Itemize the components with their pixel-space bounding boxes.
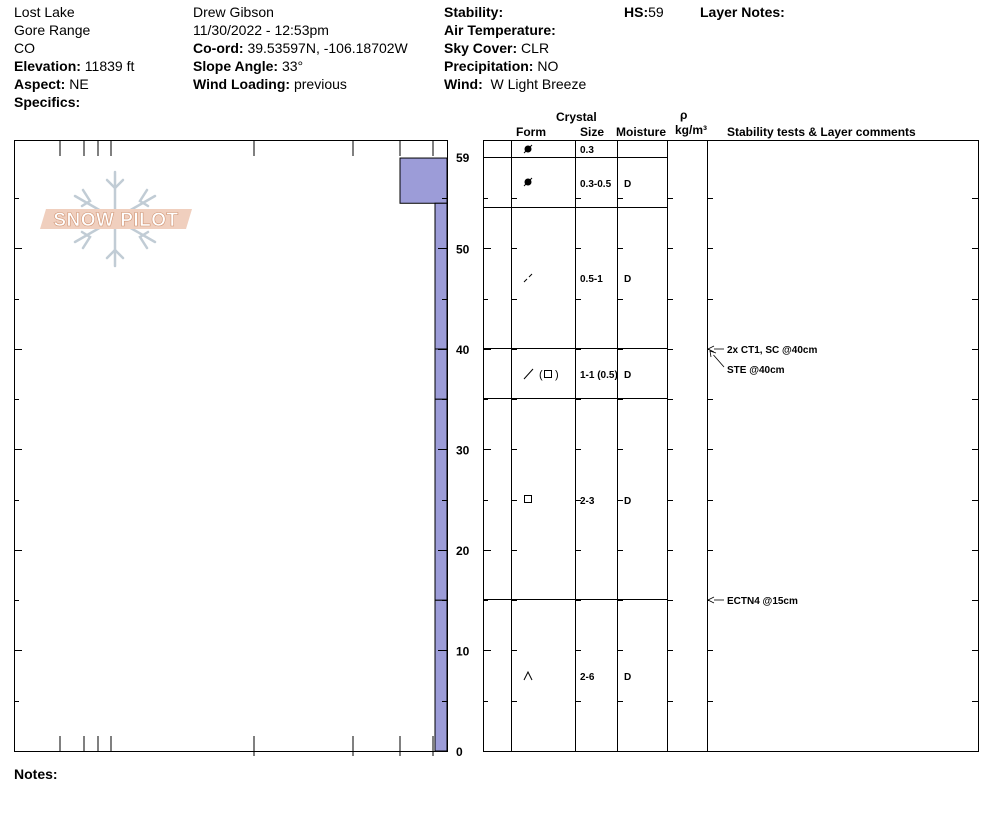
hardness-ticks — [59, 140, 434, 756]
aspect-value: NE — [69, 76, 89, 92]
stability-label: Stability: — [444, 4, 504, 20]
layer-moisture: D — [624, 274, 631, 285]
test-arrow — [707, 345, 724, 353]
air-temp-label: Air Temperature: — [444, 22, 556, 38]
depth-tick-label: 10 — [456, 644, 470, 658]
svg-text:): ) — [555, 369, 559, 381]
coordinates: Co-ord: 39.53597N, -106.18702W — [193, 39, 408, 57]
hs: HS:59 — [624, 3, 664, 21]
wind-loading-value: previous — [293, 76, 347, 92]
decomposing-faceted-icon: ( ) — [523, 368, 559, 381]
layer-size: 2-6 — [580, 672, 595, 683]
sky-cover: Sky Cover: CLR — [444, 39, 549, 57]
header-moisture: Moisture — [616, 125, 666, 139]
aspect: Aspect: NE — [14, 75, 89, 93]
depth-tick-label: 0 — [456, 745, 463, 759]
elevation: Elevation: 11839 ft — [14, 57, 134, 75]
coord-value: 39.53597N, -106.18702W — [247, 40, 408, 56]
hardness-bar — [434, 348, 448, 400]
location-name: Lost Lake — [14, 4, 75, 20]
stability: Stability: — [444, 3, 503, 21]
depth-tick-label: 20 — [456, 544, 470, 558]
layer-moisture: D — [624, 672, 631, 683]
depth-tick-label: 30 — [456, 443, 470, 457]
precip-label: Precipitation: — [444, 58, 534, 74]
layer-table-frame — [483, 140, 979, 752]
depth-tick-label: 50 — [456, 242, 470, 256]
layer-moisture: D — [624, 496, 631, 507]
header-comments: Stability tests & Layer comments — [727, 125, 916, 139]
layer-notes-label: Layer Notes: — [700, 4, 785, 20]
hardness-bar — [434, 599, 448, 752]
depth-hoar-icon — [523, 670, 533, 681]
wind-value: W Light Breeze — [490, 76, 587, 92]
slope-value: 33° — [281, 58, 304, 74]
air-temperature: Air Temperature: — [444, 21, 556, 39]
layer-moisture: D — [624, 179, 631, 190]
depth-axis: 0 10 20 30 40 50 59 — [14, 151, 491, 759]
layer-size: 0.3 — [580, 145, 594, 156]
hs-value: 59 — [648, 4, 664, 20]
layer-size: 0.3-0.5 — [580, 179, 612, 190]
stability-test-comment: STE @40cm — [727, 365, 785, 376]
hs-label: HS: — [624, 4, 649, 20]
hardness-bar — [434, 398, 448, 601]
header-rho: ρ — [680, 108, 687, 122]
state-name: CO — [14, 40, 35, 56]
header-form: Form — [516, 125, 546, 139]
precip-particle-icon — [523, 144, 533, 154]
depth-tick-label: 59 — [456, 151, 470, 165]
stability-test-comment: ECTN4 @15cm — [727, 596, 798, 607]
svg-text:(: ( — [539, 369, 543, 381]
snowpilot-logo-text: SNOW PILOT — [53, 210, 178, 231]
sky-value: CLR — [521, 40, 550, 56]
precipitation: Precipitation: NO — [444, 57, 558, 75]
hardness-bar — [399, 157, 448, 204]
test-arrow — [709, 350, 725, 368]
layer-size: 2-3 — [580, 496, 595, 507]
specifics-label: Specifics: — [14, 94, 81, 110]
wind-label: Wind: — [444, 76, 483, 92]
specifics: Specifics: — [14, 93, 80, 111]
notes: Notes: — [14, 765, 58, 783]
hardness-bars — [399, 157, 448, 752]
range-name: Gore Range — [14, 22, 91, 38]
header-size: Size — [580, 125, 604, 139]
snowpilot-logo — [40, 170, 192, 268]
wind-loading-label: Wind Loading: — [193, 76, 291, 92]
table-ticks — [511, 198, 978, 702]
stability-test-comment: 2x CT1, SC @40cm — [727, 345, 817, 356]
aspect-label: Aspect: — [14, 76, 66, 92]
layer-size: 0.5-1 — [580, 274, 603, 285]
header-crystal: Crystal — [556, 110, 597, 124]
hardness-bar — [434, 202, 448, 350]
layer-notes: Layer Notes: — [700, 3, 785, 21]
precip-particle-icon — [523, 177, 533, 187]
observer-name: Drew Gibson — [193, 4, 274, 20]
sky-label: Sky Cover: — [444, 40, 518, 56]
decomposing-particle-icon — [523, 273, 533, 283]
hardness-graph-frame — [14, 140, 448, 752]
depth-tick-label: 40 — [456, 343, 470, 357]
coord-label: Co-ord: — [193, 40, 244, 56]
wind: Wind: W Light Breeze — [444, 75, 586, 93]
layer-moisture: D — [624, 370, 631, 381]
wind-loading: Wind Loading: previous — [193, 75, 347, 93]
notes-label: Notes: — [14, 766, 58, 782]
elevation-value: 11839 ft — [84, 58, 135, 74]
slope-label: Slope Angle: — [193, 58, 279, 74]
precip-value: NO — [537, 58, 559, 74]
slope-angle: Slope Angle: 33° — [193, 57, 303, 75]
layer-size: 1-1 (0.5) — [580, 370, 618, 381]
test-arrow — [707, 596, 724, 604]
observation-datetime: 11/30/2022 - 12:53pm — [193, 22, 329, 38]
faceted-crystal-icon — [524, 495, 532, 503]
elevation-label: Elevation: — [14, 58, 81, 74]
header-density-unit: kg/m³ — [675, 123, 707, 137]
